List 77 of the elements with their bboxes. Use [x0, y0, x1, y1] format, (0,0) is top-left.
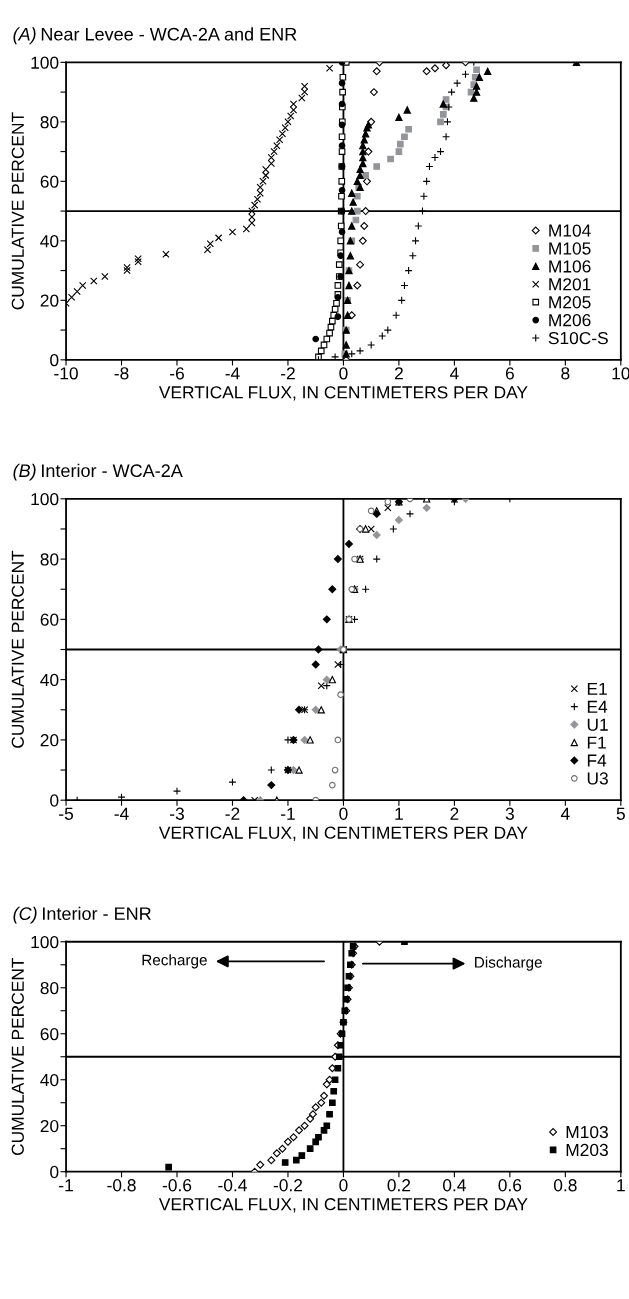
- x-tick-label: -0.4: [218, 1179, 247, 1192]
- legend-label: M203: [566, 1143, 608, 1157]
- x-tick-label: -0.2: [273, 1179, 303, 1192]
- y-tick-label: 80: [40, 553, 59, 566]
- x-axis-title: VERTICAL FLUX, IN CENTIMETERS PER DAY: [158, 826, 528, 841]
- legend-label: M106: [549, 260, 591, 273]
- x-tick-label: 0.2: [387, 1179, 411, 1192]
- x-tick-label: 1: [617, 1179, 625, 1192]
- y-tick-label: 20: [40, 294, 59, 307]
- legend-label: M103: [566, 1125, 608, 1139]
- legend-label: F4: [587, 754, 607, 767]
- x-tick-label: -4: [225, 367, 240, 380]
- x-tick-label: 0: [339, 1179, 348, 1192]
- x-tick-label: 3: [505, 807, 514, 820]
- x-tick-label: -0.8: [107, 1179, 136, 1192]
- x-tick-label: 1: [395, 807, 403, 820]
- x-axis-title: VERTICAL FLUX, IN CENTIMETERS PER DAY: [158, 386, 528, 401]
- y-tick-label: 80: [40, 981, 59, 995]
- legend-label: F1: [587, 736, 606, 749]
- y-tick-label: 20: [40, 1119, 59, 1133]
- annotation: Recharge: [142, 954, 207, 969]
- x-tick-label: 8: [561, 367, 570, 380]
- chart-title: (C) Interior - ENR: [13, 906, 151, 924]
- y-tick-label: 100: [31, 56, 59, 69]
- x-tick-label: -4: [114, 807, 129, 820]
- y-tick-label: 100: [31, 492, 59, 506]
- annotation: Discharge: [475, 956, 542, 971]
- x-tick-label: -1: [281, 807, 295, 820]
- legend-label: M105: [549, 242, 591, 255]
- y-tick-label: 60: [40, 175, 59, 188]
- legend-label: E4: [587, 700, 608, 713]
- x-tick-label: -1: [59, 1179, 73, 1192]
- x-tick-label: -8: [114, 367, 129, 380]
- x-tick-label: -10: [54, 367, 78, 380]
- x-tick-label: 2: [450, 807, 459, 820]
- legend-label: M201: [549, 278, 591, 291]
- x-tick-label: -3: [170, 807, 184, 820]
- legend-label: E1: [587, 682, 607, 695]
- y-tick-label: 0: [50, 1165, 59, 1179]
- x-tick-label: -2: [225, 807, 240, 820]
- legend-label: M104: [549, 224, 591, 237]
- x-tick-label: -6: [170, 367, 184, 380]
- x-tick-label: 0.6: [498, 1179, 522, 1192]
- legend-label: U1: [587, 718, 608, 731]
- x-tick-label: 0.4: [443, 1179, 466, 1192]
- y-axis-title: CUMULATIVE PERCENT: [11, 550, 24, 748]
- x-tick-label: 6: [505, 367, 514, 380]
- legend-label: M205: [549, 296, 591, 309]
- x-tick-label: 2: [394, 367, 403, 380]
- y-tick-label: 40: [40, 1073, 59, 1087]
- x-tick-label: 5: [616, 807, 625, 820]
- x-tick-label: 0.8: [553, 1179, 577, 1192]
- legend-label: U3: [587, 772, 608, 785]
- y-tick-label: 40: [40, 235, 59, 248]
- y-tick-label: 100: [31, 935, 59, 949]
- x-tick-label: 10: [612, 367, 629, 380]
- y-tick-label: 80: [40, 116, 59, 129]
- x-tick-label: 0: [339, 807, 348, 820]
- x-tick-label: 4: [560, 807, 570, 820]
- y-tick-label: 60: [40, 613, 59, 626]
- x-tick-label: -2: [281, 367, 295, 380]
- chart-title: (B) Interior - WCA-2A: [13, 463, 183, 481]
- x-tick-label: 4: [449, 367, 459, 380]
- x-axis-title: VERTICAL FLUX, IN CENTIMETERS PER DAY: [158, 1198, 528, 1213]
- y-axis-title: CUMULATIVE PERCENT: [11, 112, 24, 310]
- x-tick-label: -5: [59, 807, 74, 820]
- legend-label: S10C-S: [548, 331, 608, 345]
- y-tick-label: 60: [40, 1027, 59, 1041]
- y-tick-label: 0: [50, 794, 59, 807]
- legend-label: M206: [549, 314, 591, 327]
- y-tick-label: 20: [40, 734, 59, 747]
- y-tick-label: 40: [40, 673, 59, 687]
- y-axis-title: CUMULATIVE PERCENT: [11, 957, 24, 1156]
- y-tick-label: 0: [50, 353, 59, 367]
- x-tick-label: -0.6: [162, 1179, 192, 1192]
- chart-title: (A) Near Levee - WCA-2A and ENR: [13, 27, 297, 45]
- x-tick-label: 0: [339, 367, 348, 380]
